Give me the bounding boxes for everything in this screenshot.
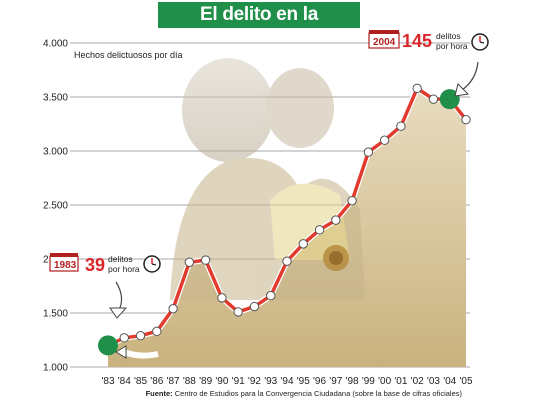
data-point <box>347 195 357 206</box>
data-points <box>103 83 471 351</box>
data-point <box>200 255 211 265</box>
callout-2004-year: 2004 <box>373 37 396 48</box>
data-point <box>233 307 243 317</box>
x-tick-label: '83 <box>101 376 114 387</box>
x-tick-label: '91 <box>232 376 245 387</box>
clock-icon <box>471 33 489 51</box>
y-tick-label: 4.000 <box>43 39 68 50</box>
callout-1983-year: 1983 <box>54 260 77 271</box>
y-tick-label: 3.000 <box>43 147 68 158</box>
x-tick-label: '00 <box>378 376 391 387</box>
data-point <box>282 256 292 266</box>
x-tick-label: '03 <box>427 376 440 387</box>
callout-1983: 1983 39 delitos por hora <box>49 253 161 359</box>
x-tick-label: '88 <box>183 376 196 387</box>
arrow-2004-icon <box>460 61 481 93</box>
x-tick-label: '86 <box>150 376 163 387</box>
source-footnote: Fuente: Centro de Estudios para la Conve… <box>146 389 463 398</box>
x-tick-label: '93 <box>264 376 277 387</box>
x-tick-label: '84 <box>118 376 131 387</box>
callout-2004-rate: 145 <box>402 31 432 51</box>
chart-title: El delito en la Argentina <box>158 2 360 51</box>
x-tick-label: '95 <box>297 376 310 387</box>
data-point <box>135 330 146 341</box>
x-tick-label: '92 <box>248 376 261 387</box>
x-axis-ticks: '83'84'85'86'87'88'89'90'91'92'93'94'95 '… <box>101 376 472 387</box>
y-tick-label: 2.500 <box>43 201 68 212</box>
data-point <box>331 215 341 225</box>
y-tick-label: 1.500 <box>43 309 68 320</box>
data-point <box>266 291 276 301</box>
data-point <box>379 135 390 145</box>
data-point <box>461 114 471 125</box>
data-point <box>396 121 406 131</box>
data-point <box>412 83 422 94</box>
data-point <box>428 94 439 104</box>
data-point <box>217 293 227 303</box>
source-text: Centro de Estudios para la Convergencia … <box>173 389 463 398</box>
x-tick-label: '01 <box>394 376 407 387</box>
data-point <box>152 326 162 337</box>
clock-icon <box>143 255 161 273</box>
x-tick-label: '87 <box>167 376 180 387</box>
data-point <box>184 257 195 267</box>
x-tick-label: '90 <box>215 376 228 387</box>
x-tick-label: '85 <box>134 376 147 387</box>
background-figures-illustration <box>170 58 365 300</box>
y-tick-label: 1.000 <box>43 363 68 374</box>
x-tick-label: '94 <box>280 376 293 387</box>
data-point <box>168 303 178 314</box>
x-tick-label: '04 <box>443 376 456 387</box>
data-point <box>249 301 260 312</box>
x-tick-label: '89 <box>199 376 212 387</box>
data-point <box>363 147 374 157</box>
data-point <box>298 239 308 249</box>
bullet-hole-illustration <box>323 245 349 271</box>
source-label: Fuente: <box>146 389 173 398</box>
data-point <box>314 225 325 235</box>
y-tick-label: 3.500 <box>43 93 68 104</box>
callout-1983-rate: 39 <box>85 255 105 275</box>
data-point <box>119 333 129 343</box>
callout-2004-unit-1: delitos <box>436 31 461 41</box>
callout-1983-unit-1: delitos <box>108 254 133 264</box>
callout-2004-unit-2: por hora <box>436 41 468 51</box>
x-tick-label: '05 <box>459 376 472 387</box>
x-tick-label: '02 <box>411 376 424 387</box>
highlight-1983-marker <box>98 335 118 356</box>
x-tick-label: '96 <box>313 376 326 387</box>
y-axis-label: Hechos delictuosos por día <box>74 50 183 60</box>
x-tick-label: '97 <box>329 376 342 387</box>
x-tick-label: '99 <box>362 376 375 387</box>
callout-2004: 2004 145 delitos por hora <box>368 30 489 97</box>
x-tick-label: '98 <box>346 376 359 387</box>
callout-1983-unit-2: por hora <box>108 264 140 274</box>
highlight-2004-marker <box>439 89 460 110</box>
